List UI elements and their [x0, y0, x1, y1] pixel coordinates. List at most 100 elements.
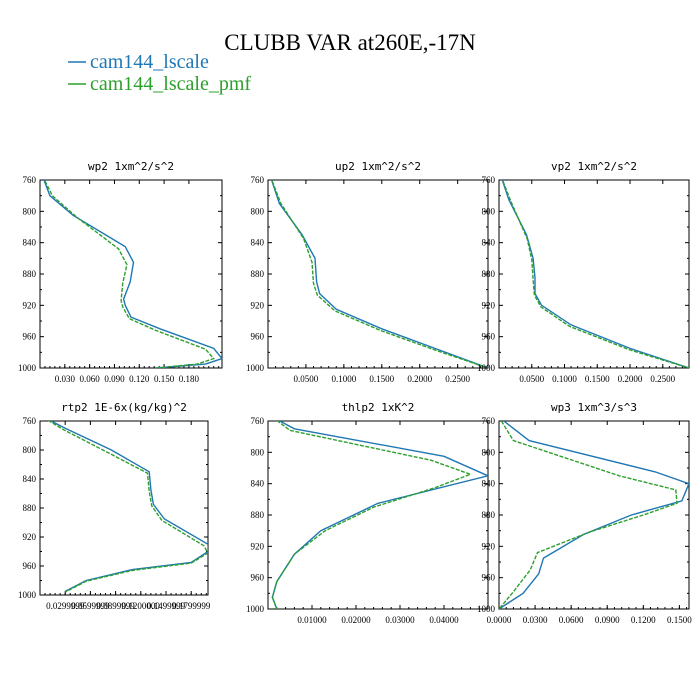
legend-entry-1: cam144_lscale_pmf — [68, 73, 251, 95]
ytick-label-2-4: 920 — [482, 300, 496, 310]
series-line-0-0 — [43, 180, 222, 368]
ytick-label-0-1: 800 — [23, 206, 37, 216]
xtick-label-5-0: 0.0000 — [487, 615, 512, 625]
xtick-label-1-3: 0.2000 — [407, 374, 432, 384]
ytick-label-5-4: 920 — [482, 541, 496, 551]
panel-4: thlp2 1xK^2 760 800 840 880 920 960 1000 0.01000… — [246, 401, 489, 625]
xtick-label-3-3: 0.1200000 — [122, 601, 161, 611]
ytick-label-2-6: 1000 — [477, 363, 496, 373]
panel-title-2: vp2 1xm^2/s^2 — [551, 160, 637, 173]
ytick-label-1-4: 920 — [251, 300, 265, 310]
xtick-label-0-0: 0.030 — [55, 374, 76, 384]
ytick-label-2-2: 840 — [482, 238, 496, 248]
ytick-label-3-3: 880 — [23, 503, 37, 513]
ytick-label-2-5: 960 — [482, 332, 496, 342]
ytick-label-3-6: 1000 — [18, 590, 37, 600]
figure-title: CLUBB VAR at260E,-17N — [224, 30, 476, 55]
ytick-label-4-2: 840 — [251, 479, 265, 489]
panel-frame-1 — [267, 179, 489, 369]
series-line-5-1 — [499, 421, 678, 609]
ytick-label-0-2: 840 — [23, 238, 37, 248]
ytick-label-2-1: 800 — [482, 206, 496, 216]
ytick-label-2-0: 760 — [482, 175, 496, 185]
ytick-label-4-1: 800 — [251, 447, 265, 457]
panel-3: rtp2 1E-6x(kg/kg)^2 760 800 840 880 920 960 100… — [18, 401, 211, 611]
ytick-label-3-2: 840 — [23, 474, 37, 484]
panel-title-4: thlp2 1xK^2 — [342, 401, 415, 414]
series-line-5-0 — [499, 421, 689, 609]
series-line-2-1 — [501, 180, 689, 368]
ytick-label-0-0: 760 — [23, 175, 37, 185]
panel-title-1: up2 1xm^2/s^2 — [335, 160, 421, 173]
ytick-label-3-5: 960 — [23, 561, 37, 571]
ytick-label-3-0: 760 — [23, 416, 37, 426]
xtick-label-0-4: 0.150 — [154, 374, 175, 384]
xtick-label-1-1: 0.1000 — [331, 374, 356, 384]
ytick-label-0-5: 960 — [23, 332, 37, 342]
panel-1: up2 1xm^2/s^2 760 800 840 880 920 960 1000 0.050… — [246, 160, 489, 384]
panel-frame-5 — [498, 420, 690, 610]
panel-title-3: rtp2 1E-6x(kg/kg)^2 — [61, 401, 187, 414]
ytick-label-1-0: 760 — [251, 175, 265, 185]
ytick-label-5-1: 800 — [482, 447, 496, 457]
ytick-label-5-3: 880 — [482, 510, 496, 520]
xtick-label-2-3: 0.2000 — [618, 374, 643, 384]
series-line-2-0 — [501, 180, 689, 368]
panel-5: wp3 1xm^3/s^3 760 800 840 880 920 960 10000.000… — [477, 401, 692, 625]
xtick-label-5-2: 0.0600 — [559, 615, 584, 625]
xtick-label-3-0: 0.0299999 — [46, 601, 85, 611]
panel-0: wp2 1xm^2/s^2 760 800 840 880 920 960 1000 0.030… — [18, 160, 223, 384]
xtick-label-5-5: 0.1500 — [667, 615, 692, 625]
ytick-label-4-5: 960 — [251, 573, 265, 583]
ytick-label-3-1: 800 — [23, 445, 37, 455]
xtick-label-0-2: 0.090 — [104, 374, 125, 384]
xtick-label-2-1: 0.1000 — [552, 374, 577, 384]
xtick-label-2-4: 0.2500 — [650, 374, 675, 384]
ytick-label-1-2: 840 — [251, 238, 265, 248]
xtick-label-2-2: 0.1500 — [585, 374, 610, 384]
xtick-label-3-1: 0.0599999 — [71, 601, 110, 611]
xtick-label-0-5: 0.180 — [179, 374, 200, 384]
ytick-label-1-6: 1000 — [246, 363, 265, 373]
series-line-3-0 — [49, 421, 208, 593]
panel-frame-3 — [39, 420, 209, 596]
ytick-label-0-4: 920 — [23, 300, 37, 310]
xtick-label-5-4: 0.1200 — [631, 615, 656, 625]
legend: cam144_lscale cam144_lscale_pmf — [68, 51, 251, 95]
panel-title-5: wp3 1xm^3/s^3 — [551, 401, 637, 414]
ytick-label-2-3: 880 — [482, 269, 496, 279]
panel-2: vp2 1xm^2/s^2 760 800 840 880 920 960 1000 0.050… — [477, 160, 690, 384]
ytick-label-4-6: 1000 — [246, 604, 265, 614]
ytick-label-0-6: 1000 — [18, 363, 37, 373]
xtick-label-3-4: 0.1499999 — [147, 601, 186, 611]
series-line-3-1 — [47, 421, 208, 593]
ytick-label-3-4: 920 — [23, 532, 37, 542]
legend-label-1: cam144_lscale_pmf — [90, 73, 251, 95]
series-line-4-1 — [271, 421, 473, 609]
xtick-label-1-4: 0.2500 — [445, 374, 470, 384]
series-line-4-0 — [271, 421, 488, 609]
xtick-label-0-3: 0.120 — [129, 374, 150, 384]
ytick-label-1-1: 800 — [251, 206, 265, 216]
ytick-label-0-3: 880 — [23, 269, 37, 279]
ytick-label-4-0: 760 — [251, 416, 265, 426]
xtick-label-2-0: 0.0500 — [519, 374, 544, 384]
panel-frame-2 — [498, 179, 690, 369]
ytick-label-4-3: 880 — [251, 510, 265, 520]
xtick-label-5-3: 0.0900 — [595, 615, 620, 625]
legend-entry-0: cam144_lscale — [68, 51, 209, 73]
xtick-label-4-3: 0.04000 — [429, 615, 459, 625]
ytick-label-4-4: 920 — [251, 541, 265, 551]
ytick-label-5-0: 760 — [482, 416, 496, 426]
xtick-label-4-0: 0.01000 — [297, 615, 327, 625]
series-line-1-1 — [271, 180, 488, 368]
xtick-label-4-1: 0.02000 — [341, 615, 371, 625]
xtick-label-3-5: 0.1799999 — [172, 601, 211, 611]
xtick-label-0-1: 0.060 — [80, 374, 101, 384]
ytick-label-5-5: 960 — [482, 573, 496, 583]
xtick-label-5-1: 0.0300 — [523, 615, 548, 625]
series-line-0-1 — [43, 180, 215, 368]
panel-grid: wp2 1xm^2/s^2 760 800 840 880 920 960 1000 0.030… — [18, 160, 692, 625]
xtick-label-1-2: 0.1500 — [369, 374, 394, 384]
